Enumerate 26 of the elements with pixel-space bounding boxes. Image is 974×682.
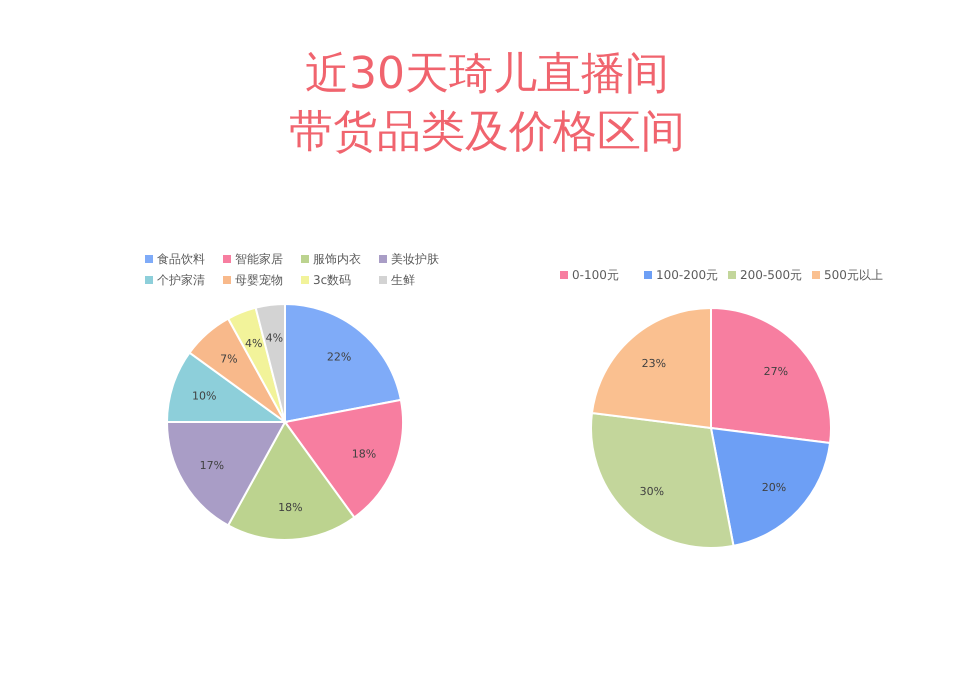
legend-label: 服饰内衣 [313,252,361,266]
data-label: 17% [200,459,224,472]
data-label: 27% [764,364,788,378]
legend-label: 0-100元 [572,268,619,282]
data-label: 4% [245,337,262,350]
chart-title: 近30天琦儿直播间 [305,48,669,99]
legend-label: 200-500元 [740,268,802,282]
data-label: 23% [642,357,666,370]
data-label: 18% [352,447,376,460]
legend-label: 生鲜 [391,273,415,287]
data-label: 4% [266,332,284,345]
data-label: 20% [762,481,786,494]
legend-label: 美妆护肤 [391,252,439,266]
chart-subtitle: 带货品类及价格区间 [289,106,685,157]
data-label: 22% [326,350,352,364]
legend-label: 食品饮料 [157,252,205,266]
data-label: 7% [220,352,238,366]
data-label: 18% [278,500,303,514]
legend-label: 500元以上 [824,268,883,282]
data-label: 30% [640,484,664,498]
legend-label: 个护家清 [157,273,205,287]
legend-label: 3c数码 [313,273,352,287]
data-label: 10% [192,390,216,403]
legend-label: 智能家居 [235,252,283,266]
legend-label: 100-200元 [656,268,718,282]
legend-label: 母婴宠物 [235,273,283,287]
